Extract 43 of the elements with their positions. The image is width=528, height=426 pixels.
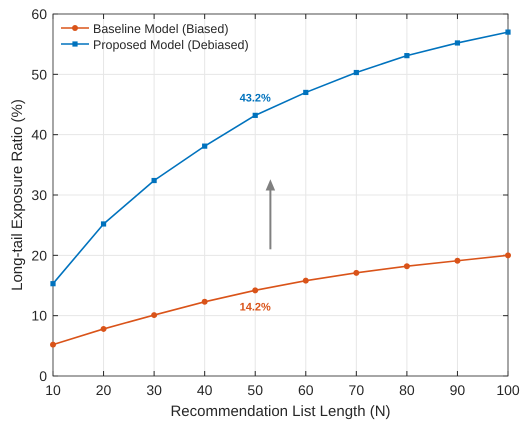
x-tick-label: 100 xyxy=(496,382,520,398)
legend-label: Proposed Model (Debiased) xyxy=(93,38,249,52)
point xyxy=(505,252,511,258)
x-tick-label: 80 xyxy=(399,382,415,398)
y-tick-label: 30 xyxy=(31,187,48,203)
legend-label: Baseline Model (Biased) xyxy=(93,22,228,36)
point xyxy=(202,144,208,149)
x-tick-label: 90 xyxy=(450,382,466,398)
x-tick-label: 20 xyxy=(96,382,112,398)
annotation: 43.2% xyxy=(240,92,272,104)
x-tick-label: 40 xyxy=(196,382,213,398)
point xyxy=(505,30,511,35)
y-tick-label: 50 xyxy=(31,66,48,82)
x-tick-label: 30 xyxy=(146,382,162,398)
point xyxy=(404,53,410,58)
x-axis-title: Recommendation List Length (N) xyxy=(170,403,391,420)
point xyxy=(252,112,258,118)
point xyxy=(100,326,107,332)
y-tick-label: 0 xyxy=(39,368,48,384)
y-tick-label: 10 xyxy=(31,308,48,324)
point xyxy=(50,281,56,286)
point xyxy=(454,40,460,46)
point xyxy=(353,270,360,276)
annotation: 14.2% xyxy=(240,301,272,314)
y-axis-title: Long-tail Exposure Ratio (%) xyxy=(9,99,26,291)
y-tick-label: 60 xyxy=(31,6,48,22)
x-tick-label: 10 xyxy=(45,382,61,398)
point xyxy=(354,70,359,76)
point xyxy=(152,178,157,184)
point xyxy=(202,298,208,305)
point xyxy=(50,342,56,348)
x-tick-label: 50 xyxy=(247,382,264,398)
point xyxy=(404,263,410,270)
y-tick-label: 20 xyxy=(31,247,48,264)
point xyxy=(151,312,158,318)
y-tick-label: 40 xyxy=(31,126,48,143)
point xyxy=(100,221,106,227)
point xyxy=(303,90,308,96)
x-tick-label: 60 xyxy=(298,382,314,398)
point xyxy=(454,258,460,264)
point xyxy=(302,278,309,284)
x-tick-label: 70 xyxy=(348,382,364,398)
point xyxy=(252,287,258,294)
